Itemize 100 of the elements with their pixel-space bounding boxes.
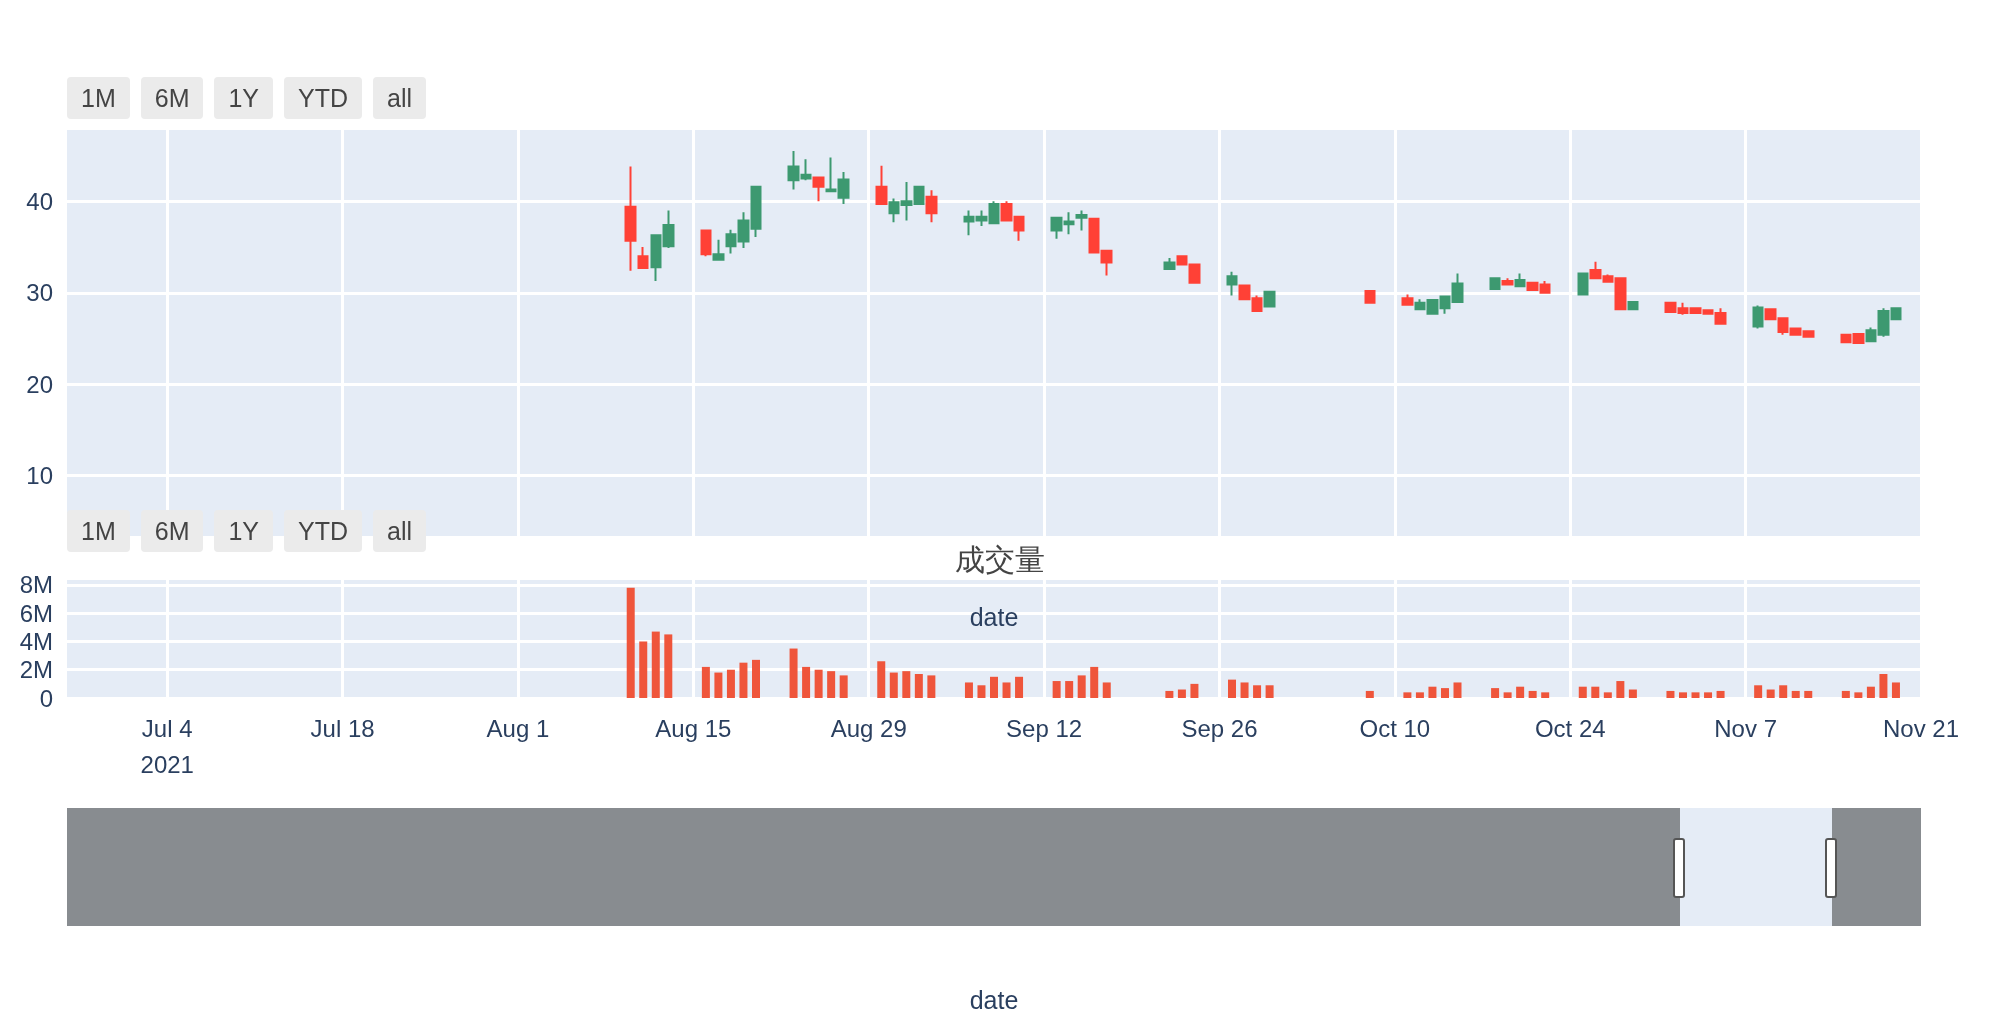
bar [726,669,735,698]
bar [1240,682,1249,698]
range-button: all [373,510,427,552]
range-button: 1M [67,77,130,119]
bar [1879,673,1888,698]
bar [1428,686,1437,698]
bar [1102,682,1111,698]
bar [1065,681,1074,698]
x-tick-label: Aug 1 [486,714,550,742]
candlestick [1752,304,1764,330]
bar [990,676,998,698]
range-button: 1Y [214,510,274,552]
bar [714,672,723,698]
bar [1190,683,1199,698]
bar [739,662,748,698]
bar [877,661,886,698]
y-tick-label: 8M [19,571,53,599]
bar [1691,692,1700,698]
bar [1578,686,1587,698]
x-tick-label: Jul 18 [310,714,375,742]
range-button: 1Y [214,77,274,119]
candlestick [1075,209,1088,232]
candlestick [1364,289,1376,304]
bar [1253,685,1262,698]
candlestick [712,238,725,261]
range-button: 6M [140,510,204,552]
bar [1866,686,1875,698]
y-tick-label: 20 [26,370,53,398]
bar [1678,692,1687,698]
bar [1541,692,1550,698]
bar [1528,690,1537,698]
candlestick [875,164,888,206]
bar [1365,690,1374,698]
bar [1491,688,1500,698]
range-button: YTD [284,510,363,552]
range-button: 1M [67,510,130,552]
bar [1854,692,1863,698]
bar [1628,689,1637,698]
bar [1841,690,1850,698]
candlestick [1501,277,1514,286]
bar [889,672,898,698]
candlestick [1401,293,1414,307]
bar [1666,690,1675,698]
bar [1228,679,1237,698]
bar [977,685,986,698]
candlestick [700,229,712,258]
candlestick [624,165,637,272]
candlestick [1577,271,1589,297]
bar [1090,666,1099,698]
range-button: all [373,77,427,119]
y-tick-label: 2M [19,656,53,684]
candlestick [1163,257,1176,270]
bar [1440,688,1449,698]
bar [639,641,648,698]
y-tick-label: 40 [26,187,53,215]
bar [789,648,798,698]
bar [1516,686,1525,698]
bar [902,671,911,698]
bar [827,671,836,698]
bar [1754,685,1763,698]
bar [1503,692,1512,698]
bar [839,675,848,698]
bar [1791,690,1800,698]
bar [1603,692,1612,698]
bar [914,673,923,698]
x-tick-label: Aug 15 [655,714,732,742]
bar [701,666,710,698]
bar [1403,692,1412,698]
bar [927,675,936,698]
bar [1716,690,1725,698]
bar [626,587,635,698]
x-tick-label: Jul 4 2021 [140,714,194,778]
bar [651,631,660,698]
range-button: YTD [284,77,363,119]
bar [1015,676,1024,698]
bar [1453,682,1462,698]
bar [1002,682,1011,698]
bar [802,666,811,698]
x-axis-title: date [969,985,1019,1014]
candlestick [1226,270,1238,297]
range-button: 6M [140,77,204,119]
bar [1766,689,1775,698]
bar [814,669,823,698]
y-tick-label: 0 [39,684,53,712]
bar [1704,692,1713,698]
candlestick [1489,277,1501,291]
bar [1804,690,1813,698]
bar [1591,686,1600,698]
bar [664,634,673,698]
y-tick-label: 4M [19,627,53,655]
candlestick [1627,300,1639,311]
x-tick-label: Nov 7 [1714,714,1777,742]
bar [1779,685,1788,698]
bar [1415,692,1424,698]
x-tick-label: Oct 10 [1359,714,1431,742]
x-tick-label: Nov 21 [1882,714,1960,742]
bar [1165,690,1174,698]
candlestick [637,246,649,270]
bar [751,659,760,698]
bar [1616,681,1625,698]
